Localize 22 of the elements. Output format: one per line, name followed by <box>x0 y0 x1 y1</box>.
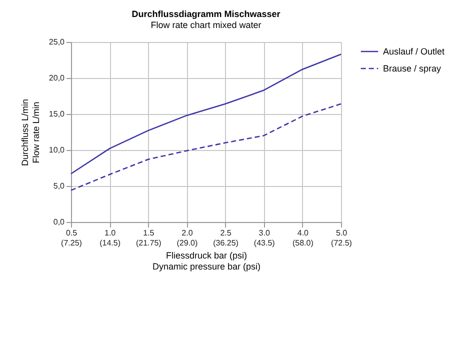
chart-subtitle: Flow rate chart mixed water <box>150 20 262 30</box>
line-series <box>70 54 342 174</box>
x-tick-label: 2.5 (36.25) <box>213 228 239 248</box>
x-tick-label: 3.0 (43.5) <box>254 228 276 248</box>
y-axis-title: Durchfluss L/min Flow rate L/min <box>20 98 41 166</box>
chart-title: Durchflussdiagramm Mischwasser <box>132 9 281 19</box>
legend-label: Brause / spray <box>383 64 442 74</box>
y-tick-label: 0,0 <box>53 218 66 226</box>
y-tick-label: 5,0 <box>53 182 66 190</box>
x-tick-label: 1.0 (14.5) <box>100 228 121 248</box>
x-tick-label: 2.0 (29.0) <box>176 228 198 248</box>
x-axis-title: Fliessdruck bar (psi) Dynamic pressure bar (psi) <box>152 250 261 272</box>
y-tick-label: 10,0 <box>48 146 66 154</box>
legend-label: Auslauf / Outlet <box>383 46 446 56</box>
line-series <box>70 103 342 191</box>
y-tick-label: 20,0 <box>48 74 66 82</box>
y-tick-label: 25,0 <box>48 38 66 46</box>
y-tick-label: 15,0 <box>48 110 66 118</box>
x-tick-label: 4.0 (58.0) <box>292 228 314 248</box>
x-tick-label: 5.0 (72.5) <box>331 228 352 248</box>
x-tick-label: 0.5 (7.25) <box>61 228 82 248</box>
x-tick-label: 1.5 (21.75) <box>136 228 162 248</box>
